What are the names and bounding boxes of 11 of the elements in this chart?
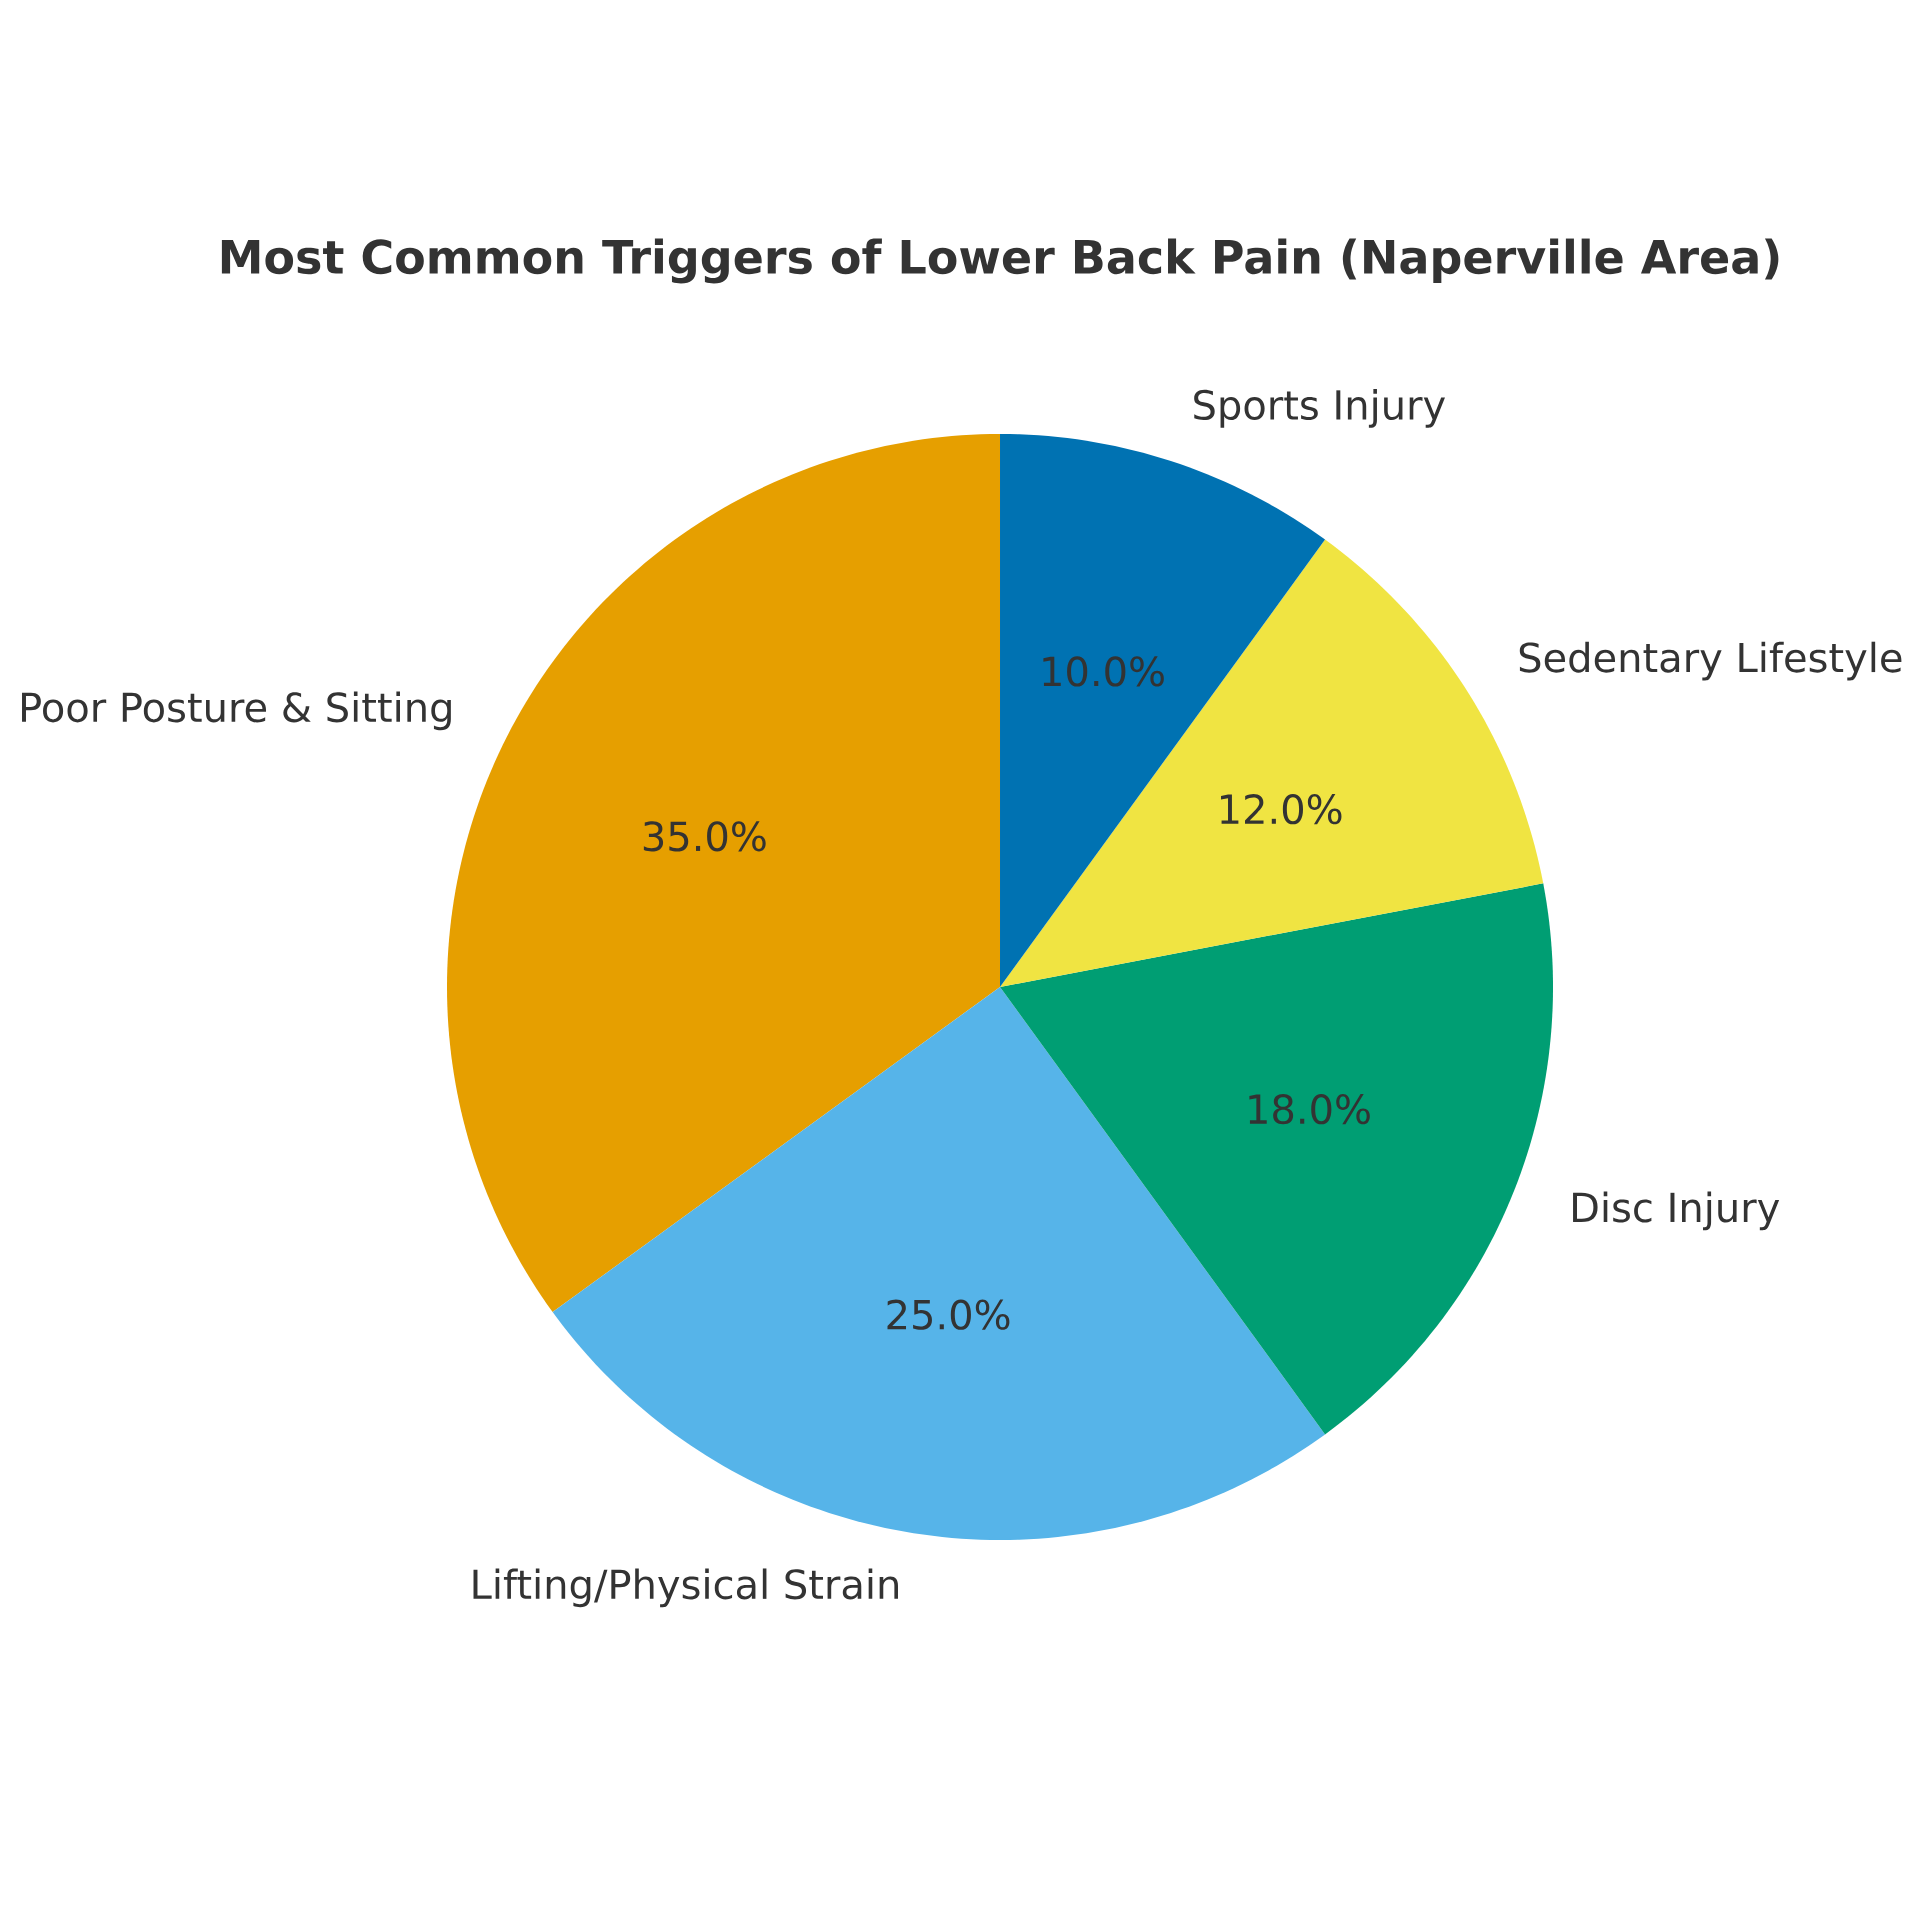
chart-title: Most Common Triggers of Lower Back Pain (Naperville Area): [221, 238, 1779, 284]
slice-label: Sports Injury: [1194, 389, 1445, 428]
data-label: 10.0%: [1043, 656, 1164, 687]
data-label: 18.0%: [1249, 1094, 1370, 1125]
data-label: 12.0%: [1221, 794, 1342, 825]
slice-label: Sedentary Lifestyle: [1519, 641, 1902, 681]
slice-label: Poor Posture & Sitting: [22, 691, 451, 731]
data-label: 25.0%: [887, 1299, 1010, 1330]
data-label: 35.0%: [643, 821, 766, 852]
slice-label: Disc Injury: [1573, 1191, 1780, 1231]
slice-label: Lifting/Physical Strain: [473, 1568, 898, 1608]
